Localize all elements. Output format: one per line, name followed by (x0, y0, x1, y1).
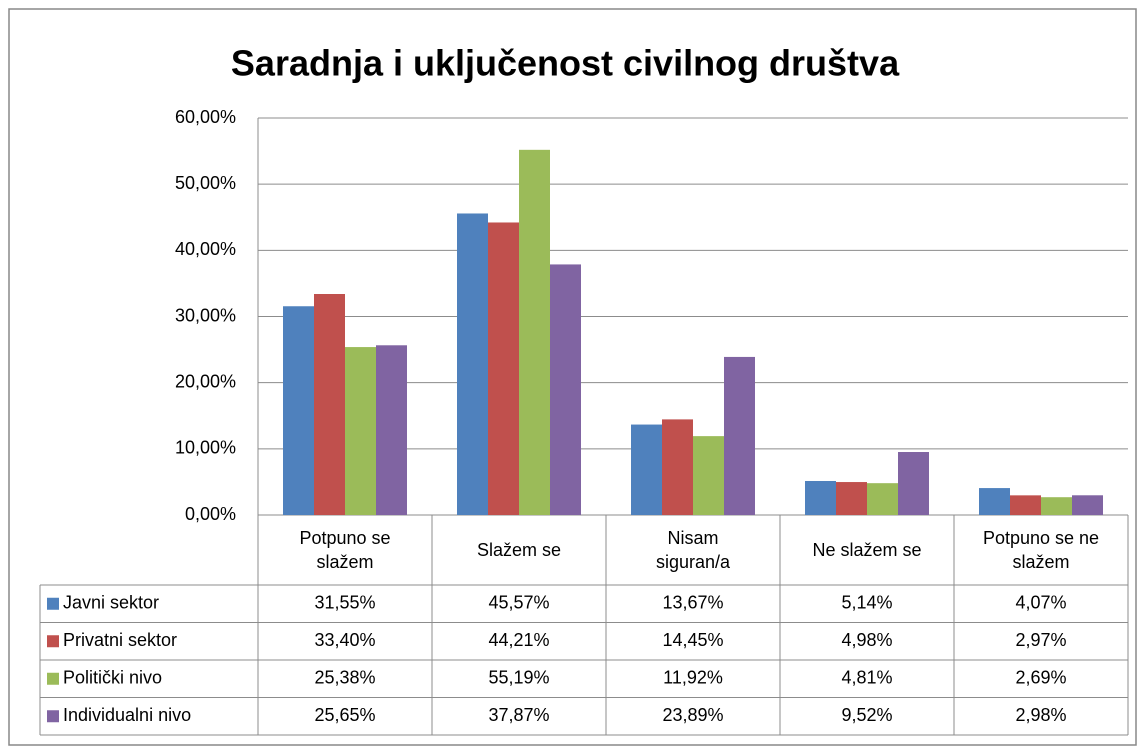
bar (805, 480, 836, 515)
bar (457, 213, 488, 515)
y-tick-label: 10,00% (175, 438, 236, 458)
x-tick-label: Potpuno se slažem (299, 528, 391, 572)
table-value: 5,14% (841, 593, 892, 613)
bar (376, 345, 407, 515)
table-value: 37,87% (488, 705, 549, 725)
bar (898, 452, 929, 515)
table-value: 4,81% (841, 668, 892, 688)
legend-label: Privatni sektor (63, 630, 177, 650)
bar (867, 483, 898, 515)
legend-swatch (47, 635, 59, 648)
y-tick-label: 30,00% (175, 305, 236, 325)
bar (314, 294, 345, 515)
legend-swatch (47, 597, 59, 610)
table-value: 25,65% (314, 705, 375, 725)
table-value: 2,98% (1015, 705, 1066, 725)
bar (519, 149, 550, 515)
y-tick-label: 60,00% (175, 107, 236, 127)
table-value: 13,67% (662, 593, 723, 613)
bar (1010, 495, 1041, 515)
chart-title: Saradnja i uključenost civilnog društva (231, 43, 900, 84)
table-value: 33,40% (314, 630, 375, 650)
bar (836, 482, 867, 515)
bar (550, 264, 581, 515)
table-value: 25,38% (314, 668, 375, 688)
table-value: 55,19% (488, 668, 549, 688)
bar (1072, 495, 1103, 515)
x-tick-label: Slažem se (476, 540, 562, 560)
legend-swatch (47, 672, 59, 685)
legend-label: Politički nivo (63, 668, 162, 688)
table-value: 14,45% (662, 630, 723, 650)
bar (488, 222, 519, 515)
y-tick-label: 50,00% (175, 173, 236, 193)
bar (283, 306, 314, 515)
bar (1041, 497, 1072, 515)
y-tick-label: 40,00% (175, 239, 236, 259)
table-value: 31,55% (314, 593, 375, 613)
y-tick-label: 0,00% (185, 504, 236, 524)
bar (724, 356, 755, 515)
table-value: 4,07% (1015, 593, 1066, 613)
table-value: 44,21% (488, 630, 549, 650)
bar (693, 436, 724, 515)
table-value: 11,92% (663, 668, 723, 688)
table-value: 2,97% (1015, 630, 1066, 650)
table-value: 4,98% (841, 630, 892, 650)
table-value: 9,52% (841, 705, 892, 725)
x-tick-label: Potpuno se ne slažem (982, 528, 1100, 572)
bar (662, 419, 693, 515)
legend-label: Individualni nivo (63, 705, 191, 725)
bar (345, 347, 376, 515)
x-tick-label: Nisam siguran/a (655, 528, 731, 572)
y-tick-label: 20,00% (175, 371, 236, 391)
bar (631, 424, 662, 515)
bar (979, 488, 1010, 515)
table-value: 2,69% (1015, 668, 1066, 688)
table-value: 23,89% (662, 705, 723, 725)
legend-label: Javni sektor (63, 593, 159, 613)
x-tick-label: Ne slažem se (812, 540, 922, 560)
legend-swatch (47, 710, 59, 723)
table-value: 45,57% (488, 593, 549, 613)
